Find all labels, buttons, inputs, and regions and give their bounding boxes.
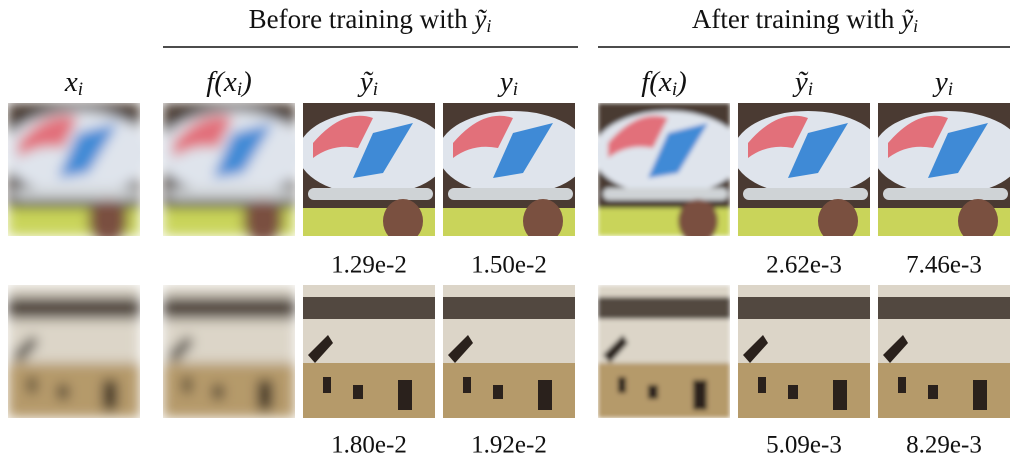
image-tile	[298, 103, 448, 243]
image-tile	[3, 103, 153, 243]
column-header-base: f(x	[206, 66, 237, 98]
column-header-base: f(x	[641, 66, 672, 98]
error-value: 1.50e-2	[471, 252, 547, 279]
image-tile	[873, 103, 1012, 243]
column-header: f(xi)	[206, 66, 252, 101]
image-tile	[303, 285, 435, 418]
column-header: yi	[932, 66, 953, 101]
column-header-sub: i	[373, 79, 378, 100]
group-header: Before training with ỹi	[249, 4, 492, 36]
group-header-sub: i	[486, 16, 491, 36]
error-value: 5.09e-3	[766, 432, 842, 459]
group-header-symbol: ỹ	[898, 4, 914, 34]
error-value: 2.62e-3	[766, 252, 842, 279]
group-header-symbol: ỹ	[471, 4, 487, 34]
figure: Before training with ỹiAfter training wi…	[0, 0, 1012, 466]
column-header-close: )	[675, 66, 687, 98]
image-tile	[733, 103, 883, 243]
image-tile	[878, 285, 1010, 418]
column-header: ỹi	[792, 66, 813, 101]
column-header: yi	[497, 66, 518, 101]
error-value: 8.29e-3	[906, 432, 982, 459]
column-header: xi	[64, 66, 83, 101]
error-value: 1.92e-2	[471, 432, 547, 459]
column-header-base: ỹ	[357, 66, 374, 98]
column-header-base: y	[932, 66, 948, 98]
image-tile	[738, 285, 870, 418]
image-tile	[438, 103, 588, 243]
column-header-base: ỹ	[792, 66, 809, 98]
group-header-text: After training with	[692, 4, 901, 34]
group-header-text: Before training with	[249, 4, 475, 34]
image-tile	[163, 285, 295, 418]
image-tile	[593, 103, 743, 243]
group-header: After training with ỹi	[692, 4, 918, 36]
image-tile	[8, 285, 140, 418]
column-header: ỹi	[357, 66, 378, 101]
column-header-sub: i	[948, 79, 953, 100]
error-value: 1.80e-2	[331, 432, 407, 459]
error-value: 1.29e-2	[331, 252, 407, 279]
image-tile	[443, 285, 575, 418]
column-header-base: y	[497, 66, 513, 98]
column-header-close: )	[240, 66, 252, 98]
column-header-base: x	[64, 66, 78, 98]
column-header-sub: i	[808, 79, 813, 100]
error-value: 7.46e-3	[906, 252, 982, 279]
column-header-sub: i	[78, 79, 83, 100]
column-header: f(xi)	[641, 66, 687, 101]
column-header-sub: i	[513, 79, 518, 100]
image-tile	[158, 103, 308, 243]
image-tile	[598, 285, 730, 418]
group-header-sub: i	[913, 16, 918, 36]
